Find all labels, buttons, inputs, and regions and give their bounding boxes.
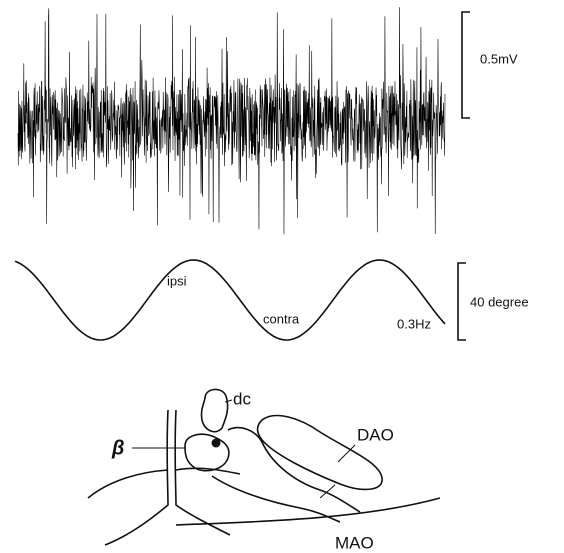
peak-label: ipsi (167, 273, 187, 288)
trough-label: contra (263, 311, 300, 326)
scale-bar (458, 263, 466, 340)
anatomy-diagram (88, 389, 440, 545)
diagram-label: MAO (335, 533, 374, 552)
diagram-label: β (111, 437, 124, 459)
figure: 0.5mV ipsi contra 0.3Hz 40 degree dc β D… (0, 0, 564, 553)
diagram-label: DAO (357, 425, 394, 444)
stimulus-wave (15, 260, 445, 340)
neural-trace (18, 7, 445, 234)
diagram-label: dc (233, 389, 251, 408)
scale-label: 40 degree (470, 294, 529, 309)
frequency-label: 0.3Hz (397, 316, 431, 331)
scale-label: 0.5mV (480, 51, 518, 66)
scale-bar (462, 12, 470, 118)
recording-site (212, 439, 221, 448)
trace-line (18, 7, 445, 234)
